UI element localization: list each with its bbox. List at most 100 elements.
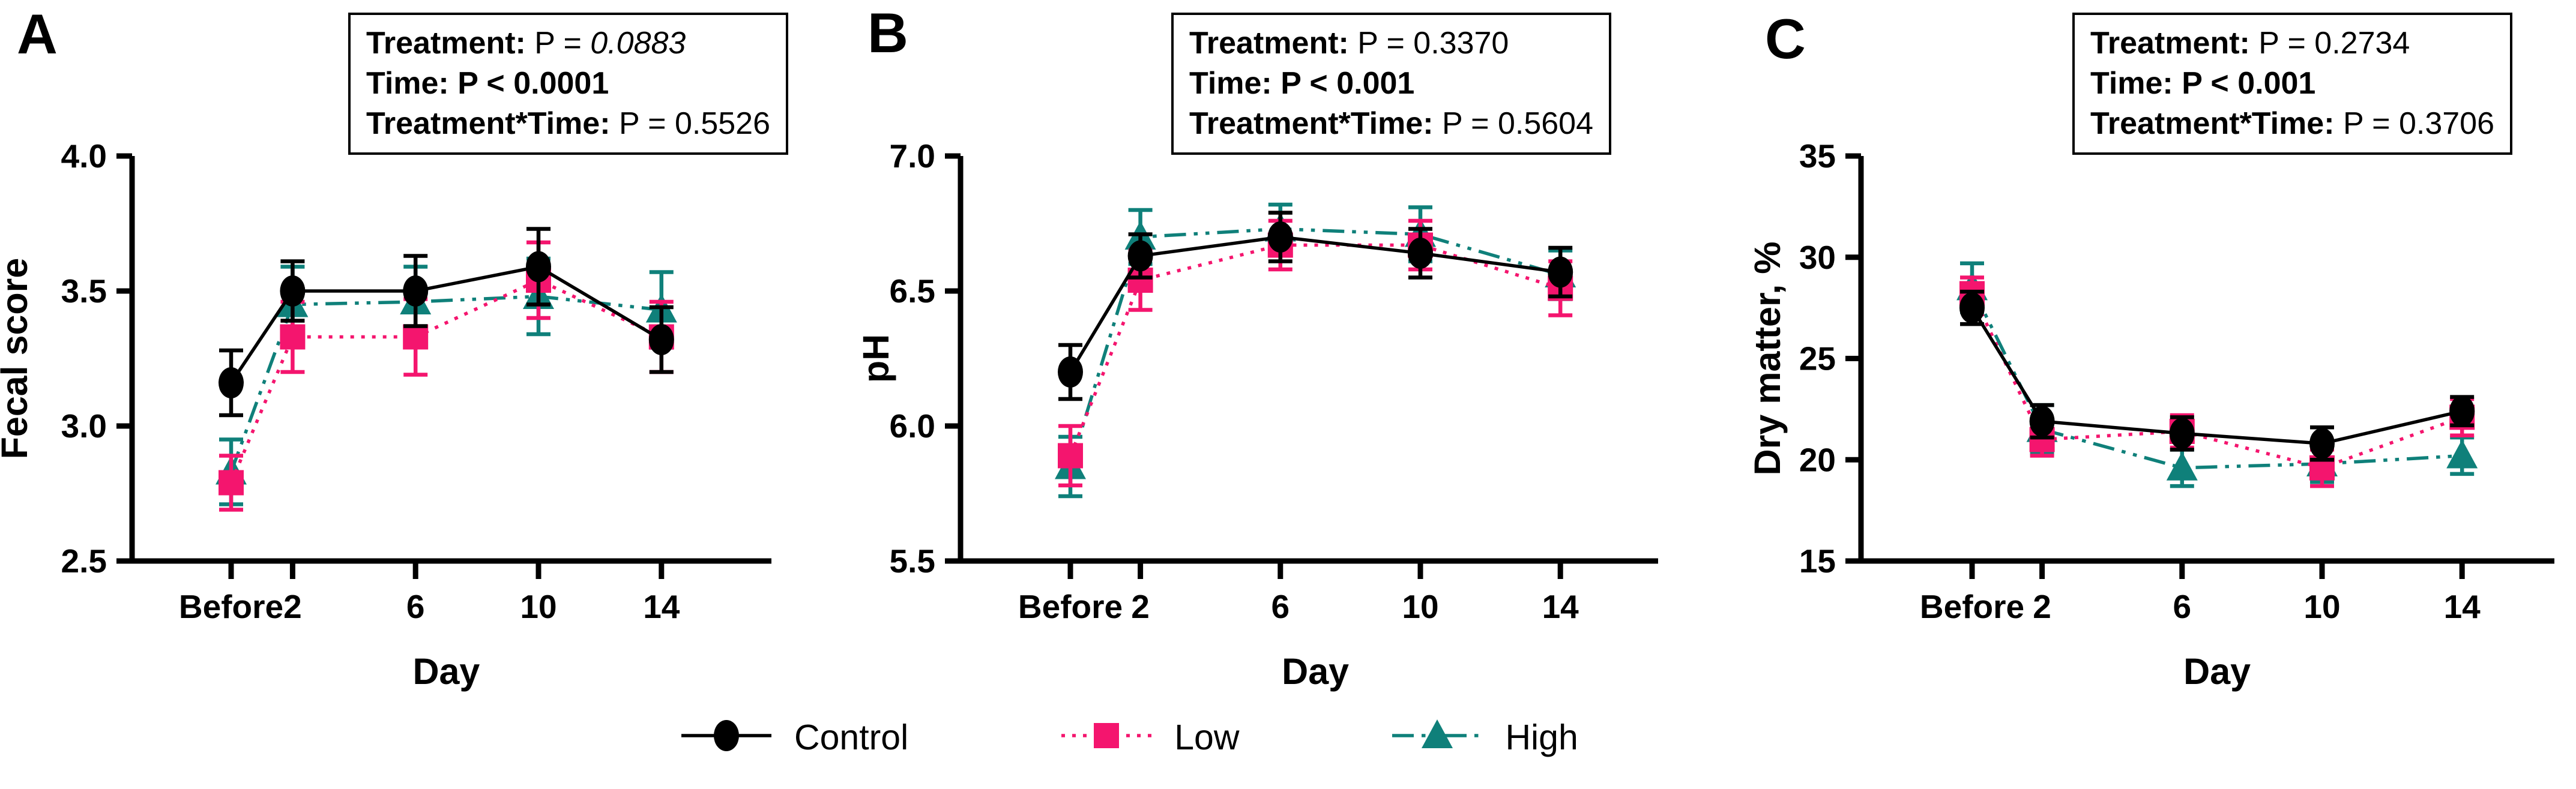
stats-value: 0.3706	[2398, 106, 2495, 141]
panel-c-letter: C	[1765, 7, 1806, 70]
circle-marker	[1959, 292, 1985, 324]
y-tick-label: 25	[1799, 340, 1836, 377]
square-marker	[280, 324, 306, 350]
stats-label: Time:	[1189, 66, 1272, 101]
x-tick-label: 10	[520, 588, 557, 625]
triangle-legend-glyph	[1392, 719, 1483, 748]
y-tick-label: 3.5	[61, 272, 107, 310]
y-tick-label: 30	[1799, 239, 1836, 276]
stats-row-treatment: Treatment: P = 0.0883	[366, 23, 770, 64]
panel-a: A Treatment: P = 0.0883 Time: P < 0.0001…	[0, 0, 858, 789]
x-tick-label: Before	[1018, 588, 1123, 625]
stats-pre: P =	[525, 26, 591, 61]
legend-label-high: High	[1505, 717, 1578, 757]
circle-marker	[280, 275, 306, 307]
stats-value: 0.5604	[1497, 106, 1594, 141]
stats-label: Treatment*Time:	[2090, 106, 2335, 141]
circle-marker	[2169, 418, 2195, 449]
series-control	[1959, 289, 2475, 462]
circle-marker	[219, 367, 244, 398]
y-tick-label: 3.0	[61, 407, 107, 445]
circle-marker	[2309, 428, 2335, 460]
y-tick-label: 35	[1799, 137, 1836, 175]
control-marker-icon	[681, 707, 771, 767]
stats-value: P < 0.001	[2182, 66, 2316, 101]
panel-b: B Treatment: P = 0.3370 Time: P < 0.001 …	[858, 0, 1717, 789]
low-marker-icon	[1061, 707, 1152, 767]
y-tick-label: 2.5	[61, 542, 107, 580]
stats-pre: P =	[610, 106, 675, 141]
square-legend-glyph	[1061, 723, 1152, 748]
high-marker-icon	[1392, 707, 1483, 767]
stats-value: 0.5526	[674, 106, 771, 141]
x-tick-label: 6	[406, 588, 425, 625]
triangle-marker	[2446, 439, 2478, 469]
panel-a-plot: 2.5 3.0 3.5 4.0 Before 2 6 10 14 Day Fecal score	[0, 137, 771, 692]
circle-legend-glyph	[681, 720, 771, 751]
panel-b-plot: 5.5 6.0 6.5 7.0 Before 2 6 10 14 Day pH	[858, 137, 1658, 692]
series-low	[1959, 275, 2475, 488]
y-tick-label: 6.5	[890, 272, 935, 310]
x-tick-label: 14	[643, 588, 680, 625]
series-control	[1058, 211, 1573, 401]
series-high	[1956, 261, 2478, 488]
circle-marker	[1548, 256, 1573, 288]
circle-marker	[2449, 395, 2475, 427]
stats-label: Treatment*Time:	[366, 106, 611, 141]
legend-item-control: Control	[681, 707, 908, 767]
x-tick-label: 14	[2444, 588, 2481, 625]
stats-value: 0.3370	[1413, 26, 1509, 61]
stats-row-interaction: Treatment*Time: P = 0.5604	[1189, 104, 1593, 144]
stats-row-time: Time: P < 0.001	[1189, 64, 1593, 104]
y-tick-label: 7.0	[890, 137, 935, 175]
series-line	[229, 295, 662, 473]
triangle-marker	[1422, 719, 1453, 748]
x-tick-label: 2	[1131, 588, 1150, 625]
x-tick-label: 2	[2033, 588, 2051, 625]
stats-pre: P =	[1348, 26, 1414, 61]
series-line	[1970, 287, 2463, 470]
legend-item-high: High	[1392, 707, 1578, 767]
triangle-marker	[2166, 451, 2198, 481]
x-tick-label: 2	[283, 588, 302, 625]
circle-marker	[648, 324, 674, 355]
y-axis-title: Dry matter, %	[1747, 242, 1788, 476]
stats-row-treatment: Treatment: P = 0.2734	[2090, 23, 2494, 64]
x-tick-label: 6	[2173, 588, 2192, 625]
panel-c-plot: 15 20 25 30 35 Before 2 6 10 14 Day Dry matter, %	[1747, 137, 2554, 692]
panel-c: C Treatment: P = 0.2734 Time: P < 0.001 …	[1717, 0, 2576, 789]
stats-row-time: Time: P < 0.0001	[366, 64, 770, 104]
stats-row-interaction: Treatment*Time: P = 0.5526	[366, 104, 770, 144]
square-marker	[403, 324, 429, 350]
x-axis-title: Day	[412, 651, 480, 692]
panel-b-letter: B	[867, 1, 908, 64]
circle-marker	[403, 275, 429, 307]
circle-marker	[714, 720, 739, 751]
circle-marker	[1267, 221, 1293, 253]
stats-row-interaction: Treatment*Time: P = 0.3706	[2090, 104, 2494, 144]
y-tick-label: 20	[1799, 441, 1836, 478]
legend-label-control: Control	[794, 717, 909, 757]
y-axis-title: Fecal score	[0, 258, 35, 460]
stats-label: Treatment:	[1189, 26, 1349, 61]
y-axis-title: pH	[858, 334, 896, 383]
stats-label: Time:	[366, 66, 449, 101]
panel-a-letter: A	[17, 2, 58, 65]
square-marker	[1058, 443, 1083, 469]
stats-label: Treatment:	[2090, 26, 2250, 61]
x-axis-title: Day	[2183, 651, 2251, 692]
legend: Control Low High	[681, 707, 1578, 767]
y-tick-label: 15	[1799, 542, 1836, 580]
stats-row-treatment: Treatment: P = 0.3370	[1189, 23, 1593, 64]
square-marker	[1094, 723, 1120, 748]
stats-row-time: Time: P < 0.001	[2090, 64, 2494, 104]
x-tick-label: Before	[1920, 588, 2024, 625]
stats-label: Time:	[2090, 66, 2173, 101]
circle-marker	[526, 251, 551, 283]
x-tick-label: Before	[179, 588, 283, 625]
stats-value: 0.0883	[590, 26, 686, 61]
stats-value: 0.2734	[2314, 26, 2410, 61]
panel-c-stats-box: Treatment: P = 0.2734 Time: P < 0.001 Tr…	[2072, 13, 2513, 155]
stats-value: P < 0.0001	[457, 66, 609, 101]
x-tick-label: 14	[1542, 588, 1579, 625]
